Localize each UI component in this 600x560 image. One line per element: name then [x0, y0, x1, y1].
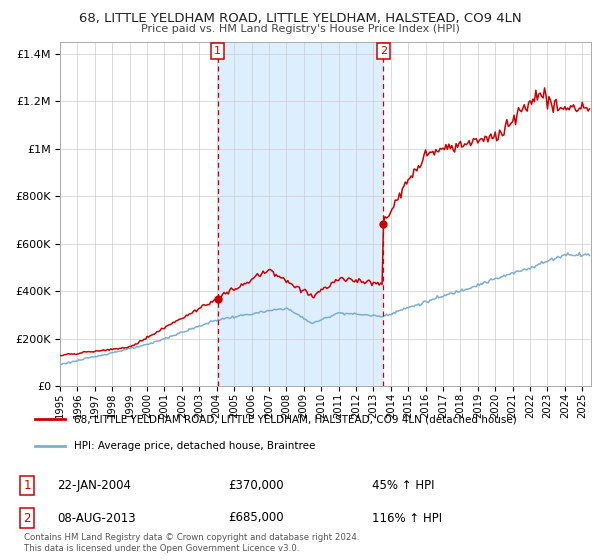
Text: 08-AUG-2013: 08-AUG-2013: [57, 511, 136, 525]
Text: Price paid vs. HM Land Registry's House Price Index (HPI): Price paid vs. HM Land Registry's House …: [140, 24, 460, 34]
Text: 22-JAN-2004: 22-JAN-2004: [57, 479, 131, 492]
Text: 2: 2: [380, 46, 387, 56]
Text: 1: 1: [214, 46, 221, 56]
Text: 116% ↑ HPI: 116% ↑ HPI: [372, 511, 442, 525]
Text: Contains HM Land Registry data © Crown copyright and database right 2024.
This d: Contains HM Land Registry data © Crown c…: [24, 533, 359, 553]
Text: £370,000: £370,000: [228, 479, 284, 492]
Text: 45% ↑ HPI: 45% ↑ HPI: [372, 479, 434, 492]
Text: 68, LITTLE YELDHAM ROAD, LITTLE YELDHAM, HALSTEAD, CO9 4LN (detached house): 68, LITTLE YELDHAM ROAD, LITTLE YELDHAM,…: [74, 414, 517, 424]
Text: 68, LITTLE YELDHAM ROAD, LITTLE YELDHAM, HALSTEAD, CO9 4LN: 68, LITTLE YELDHAM ROAD, LITTLE YELDHAM,…: [79, 12, 521, 25]
Text: 2: 2: [23, 511, 31, 525]
Text: £685,000: £685,000: [228, 511, 284, 525]
Text: 1: 1: [23, 479, 31, 492]
Text: HPI: Average price, detached house, Braintree: HPI: Average price, detached house, Brai…: [74, 441, 315, 451]
